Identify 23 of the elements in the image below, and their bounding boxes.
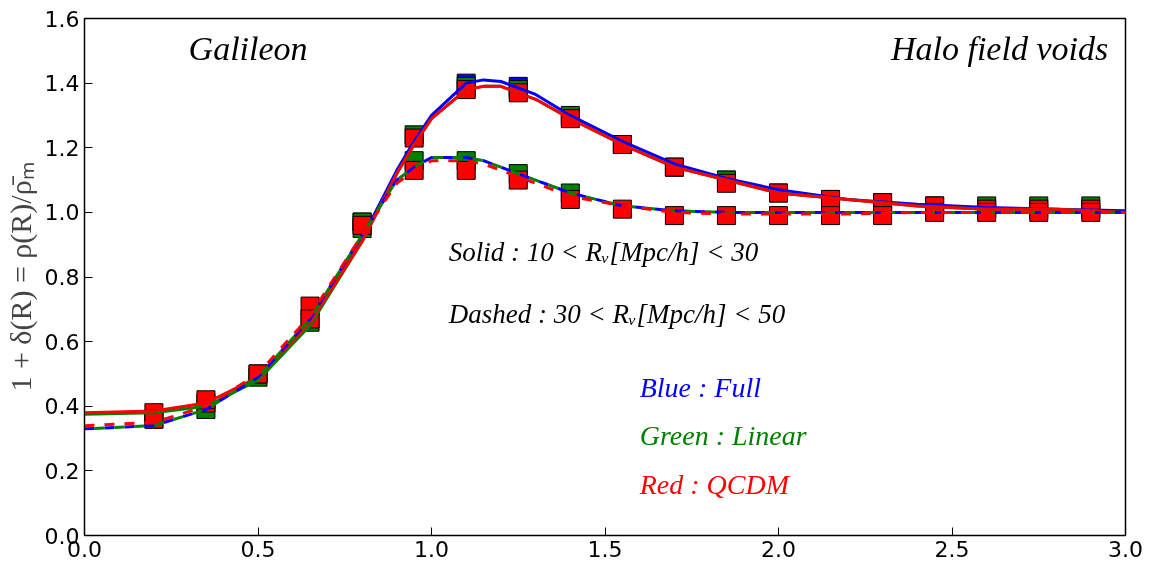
y-tick-label: 1.0 <box>44 200 80 226</box>
x-tick-label: 2.5 <box>934 536 970 562</box>
y-tick-label: 0.6 <box>44 329 80 355</box>
x-tick-label: 3.0 <box>1108 536 1144 562</box>
annotation: Halo field voids <box>889 29 1109 67</box>
y-tick-label: 1.4 <box>44 71 80 97</box>
y-tick-label: 0.8 <box>44 265 80 290</box>
y-axis-title: 1 + δ(R) = ρ(R)/ρ̄ₘ <box>3 162 38 392</box>
x-tick-label: 1.5 <box>587 536 623 562</box>
x-tick-label: 1.0 <box>414 536 450 562</box>
annotation: Green : Linear <box>639 420 807 452</box>
annotation: Blue : Full <box>639 372 762 404</box>
annotation: Dashed : 30 < Rᵥ[Mpc/h] < 50 <box>447 298 786 329</box>
x-tick-label: 0.5 <box>240 536 276 562</box>
annotation: Solid : 10 < Rᵥ[Mpc/h] < 30 <box>448 237 759 268</box>
annotation: Galileon <box>188 29 308 67</box>
y-tick-label: 0.4 <box>44 394 80 420</box>
y-tick-label: 1.2 <box>44 135 80 161</box>
y-tick-label: 0.2 <box>44 458 80 484</box>
y-tick-label: 1.6 <box>44 6 80 32</box>
annotation: Red : QCDM <box>638 468 791 500</box>
x-tick-label: 2.0 <box>761 536 797 562</box>
point <box>456 160 476 180</box>
